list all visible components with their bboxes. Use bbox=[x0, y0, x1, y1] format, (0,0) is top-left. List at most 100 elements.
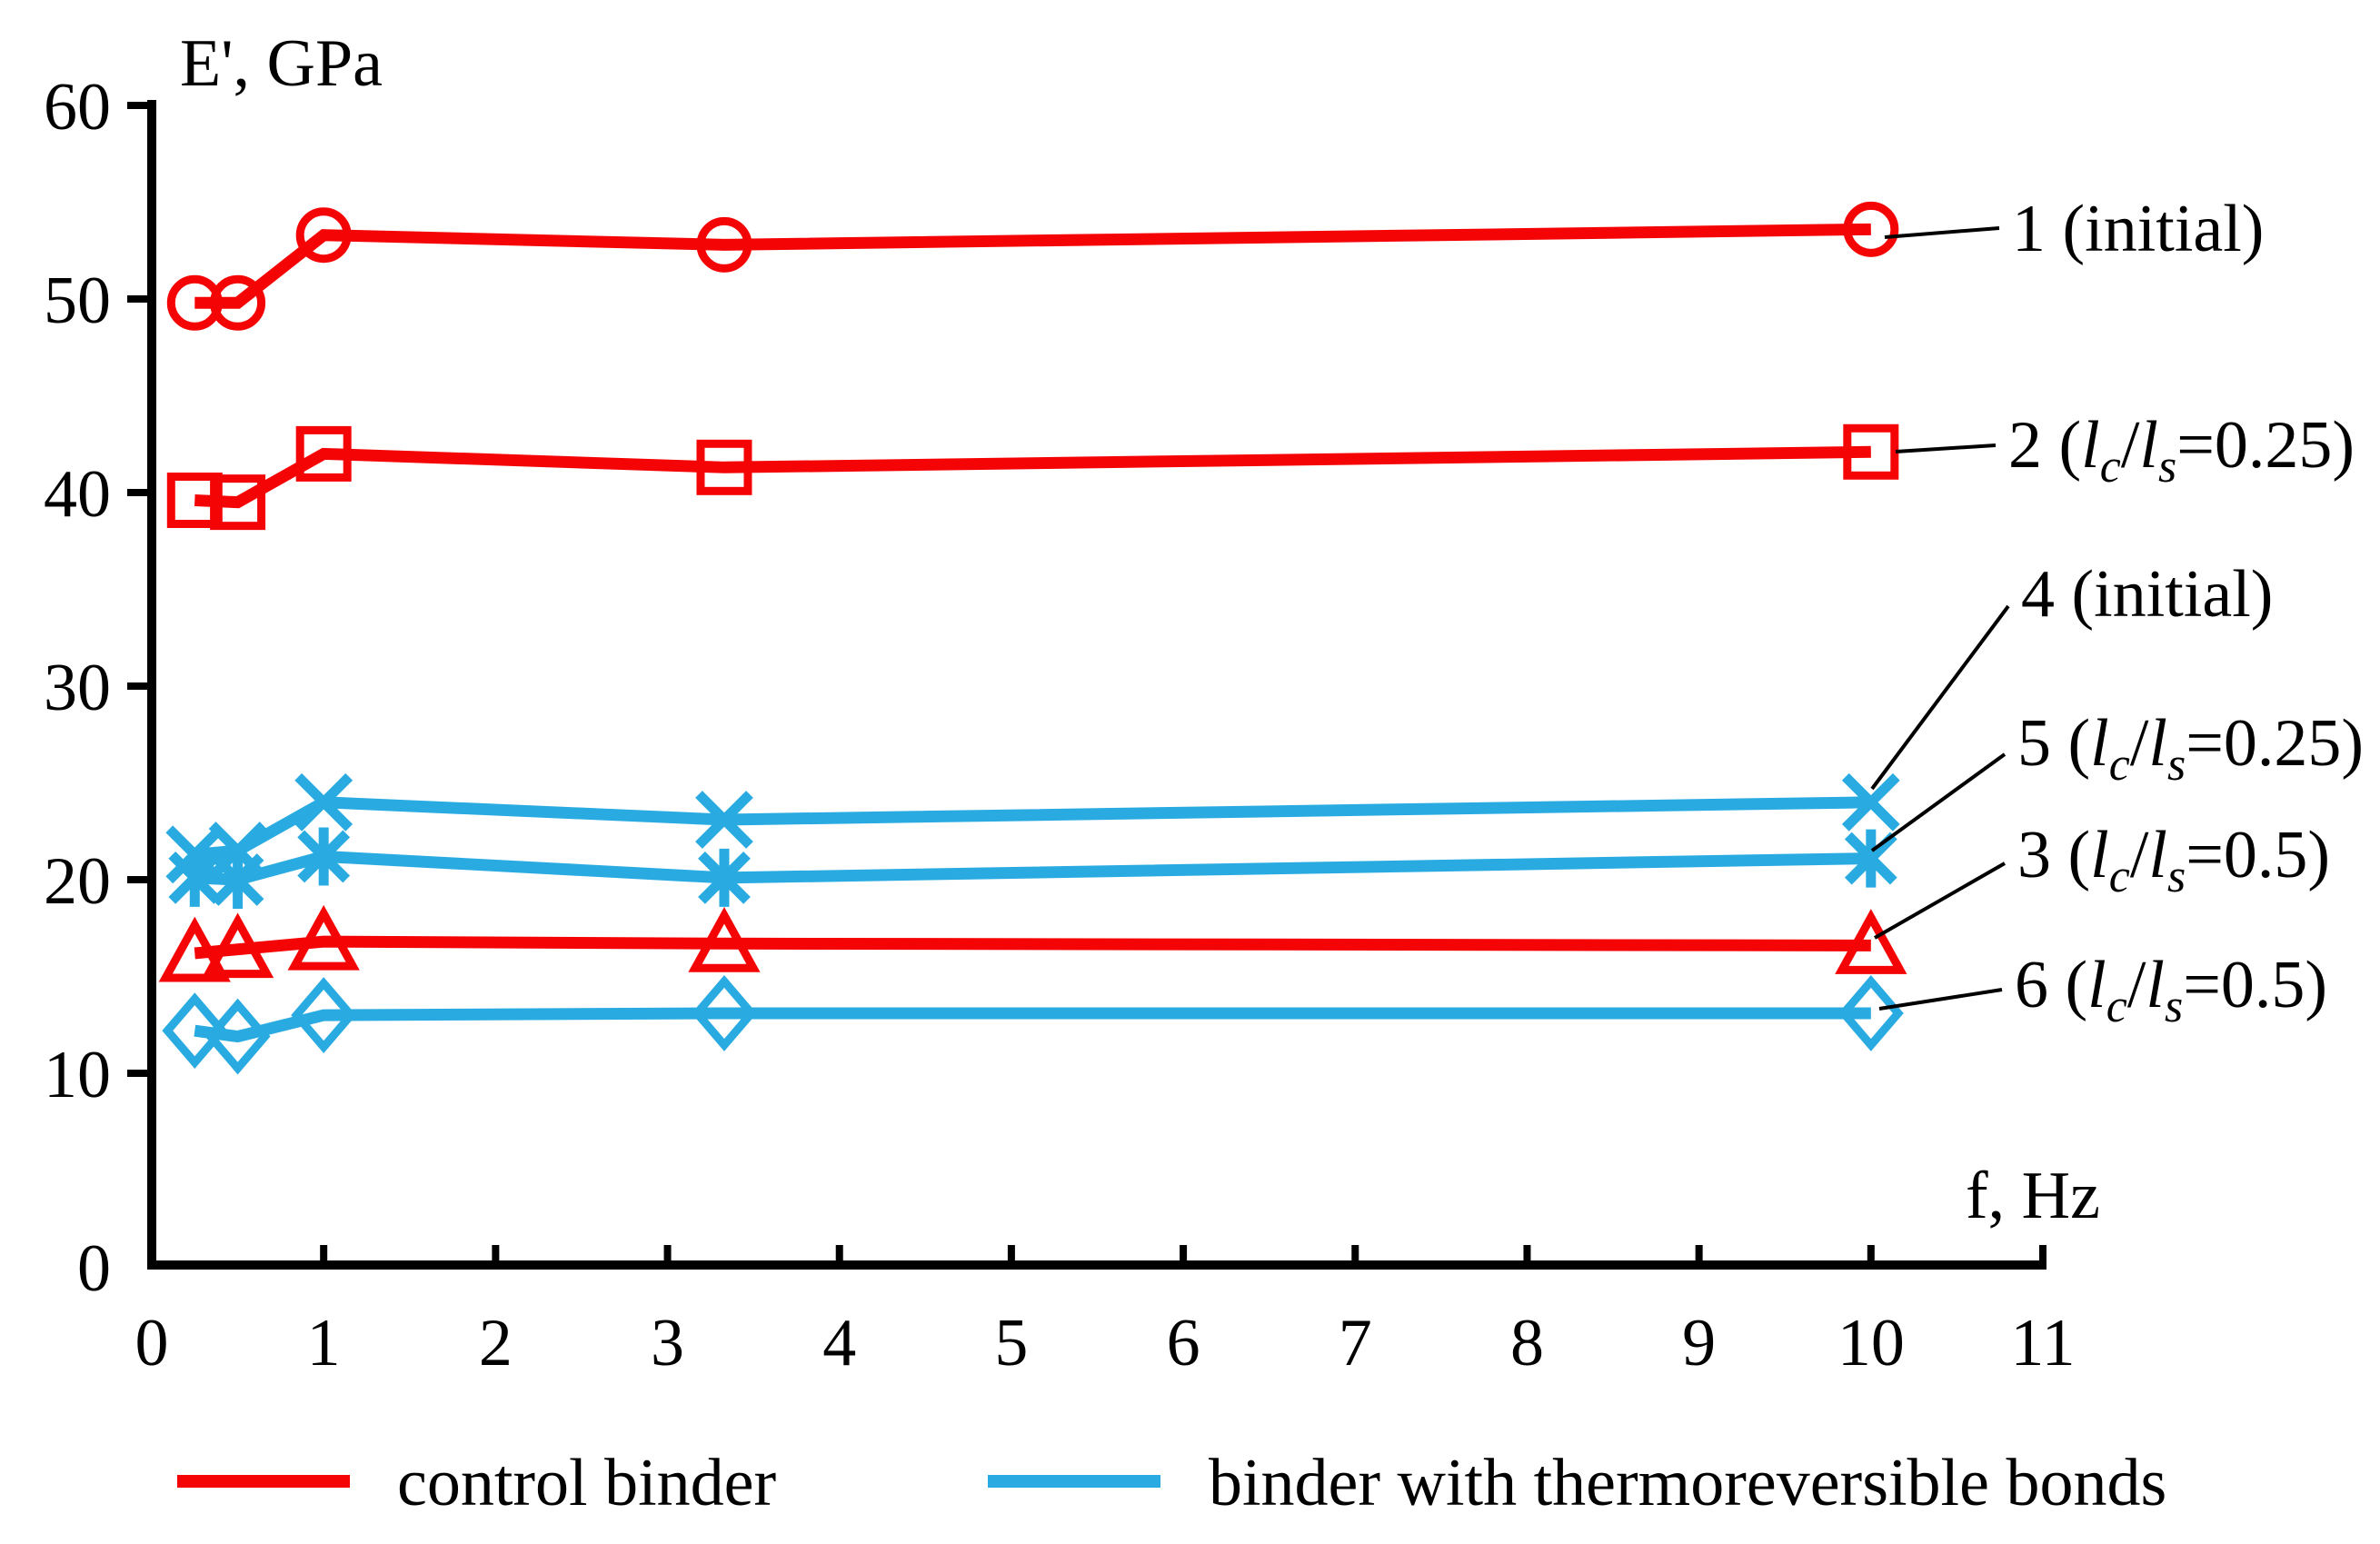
square-marker bbox=[295, 425, 352, 482]
x-tick-label: 2 bbox=[479, 1306, 513, 1380]
series-2-point bbox=[696, 439, 752, 495]
diamond-marker bbox=[1837, 975, 1904, 1051]
series-callouts: 1 (initial) 2 (lc/ls=0.25) 4 (initial) 5 (l… bbox=[1870, 192, 2364, 1032]
callout-leader-1 bbox=[1884, 226, 2000, 239]
series-3-point bbox=[287, 904, 360, 971]
series-1-point bbox=[166, 274, 223, 331]
diamond-marker bbox=[162, 992, 228, 1070]
callout-leader-6 bbox=[1878, 988, 2003, 1011]
series-3-point bbox=[688, 906, 761, 972]
diamond-marker bbox=[204, 998, 271, 1075]
callout-leader-3 bbox=[1874, 862, 2006, 940]
x-tick-label: 7 bbox=[1339, 1306, 1372, 1380]
series-3-point bbox=[158, 916, 231, 982]
series-line-4 bbox=[194, 796, 1871, 861]
data-series bbox=[158, 201, 1907, 1075]
x-tick-label: 5 bbox=[994, 1306, 1028, 1380]
series-2-point bbox=[295, 425, 352, 482]
square-marker bbox=[1843, 423, 1899, 480]
x-tick-label: 6 bbox=[1167, 1306, 1200, 1380]
y-tick-label: 10 bbox=[44, 1038, 111, 1112]
x-tick-label: 10 bbox=[1837, 1306, 1905, 1380]
callout-label-1: 1 (initial) bbox=[2012, 192, 2264, 266]
y-tick-label: 20 bbox=[44, 844, 111, 919]
x-marker bbox=[695, 791, 753, 849]
series-5-point bbox=[698, 848, 751, 907]
x-tick-label: 0 bbox=[135, 1306, 169, 1380]
callout-label-4: 4 (initial) bbox=[2021, 557, 2273, 632]
legend-label-control-binder: control binder bbox=[397, 1446, 776, 1520]
series-6-point bbox=[162, 992, 228, 1070]
axis-ticks bbox=[127, 102, 2046, 1267]
circle-marker bbox=[1843, 201, 1899, 257]
triangle-marker bbox=[1835, 909, 1907, 974]
series-1-point bbox=[210, 274, 266, 331]
y-tick-label: 30 bbox=[44, 651, 111, 725]
series-1-point bbox=[696, 216, 752, 273]
callout-label-3: 3 (lc/ls=0.5) bbox=[2017, 818, 2330, 902]
y-tick-label: 40 bbox=[44, 457, 111, 532]
series-line-5 bbox=[194, 850, 1871, 886]
series-5-point bbox=[211, 851, 264, 909]
series-2-point bbox=[166, 473, 223, 529]
legend: control binder binder with thermoreversi… bbox=[177, 1446, 2166, 1520]
diamond-marker bbox=[291, 977, 357, 1054]
series-2-point bbox=[1843, 423, 1899, 480]
series-1-point bbox=[295, 207, 352, 264]
x-marker bbox=[294, 772, 354, 832]
circle-marker bbox=[210, 274, 266, 331]
series-4-point bbox=[1841, 772, 1900, 832]
x-tick-label: 11 bbox=[2010, 1306, 2075, 1380]
series-3-point bbox=[1835, 909, 1907, 974]
series-6-point bbox=[204, 998, 271, 1075]
y-tick-label: 50 bbox=[44, 264, 111, 338]
callout-label-2: 2 (lc/ls=0.25) bbox=[2008, 408, 2355, 493]
diamond-marker bbox=[692, 975, 757, 1051]
y-tick-label: 60 bbox=[44, 70, 111, 144]
x-axis-title: f, Hz bbox=[1966, 1159, 2100, 1233]
triangle-marker bbox=[688, 906, 761, 972]
series-6-point bbox=[1837, 975, 1904, 1051]
square-marker bbox=[696, 439, 752, 495]
square-marker bbox=[166, 473, 223, 529]
callout-leader-5 bbox=[1870, 752, 2007, 852]
y-axis-title: E', GPa bbox=[180, 26, 383, 101]
x-marker bbox=[1841, 772, 1900, 832]
series-3-point bbox=[201, 912, 274, 979]
series-4-point bbox=[294, 772, 354, 832]
callout-leader-2 bbox=[1895, 443, 1997, 453]
callout-leader-4 bbox=[1870, 604, 2010, 791]
triangle-marker bbox=[158, 916, 231, 982]
square-marker bbox=[210, 474, 266, 531]
callout-label-6: 6 (lc/ls=0.5) bbox=[2015, 948, 2327, 1032]
legend-label-thermoreversible-binder: binder with thermoreversible bonds bbox=[1209, 1446, 2166, 1520]
series-4-point bbox=[695, 791, 753, 849]
x-tick-label: 3 bbox=[651, 1306, 684, 1380]
series-5-point bbox=[1844, 829, 1897, 888]
series-line-3 bbox=[194, 935, 1871, 960]
x-tick-label: 9 bbox=[1682, 1306, 1716, 1380]
x-tick-label: 8 bbox=[1510, 1306, 1544, 1380]
series-6-point bbox=[291, 977, 357, 1054]
axis-tick-labels: 0 10 20 30 40 50 60 0 1 2 3 4 5 6 7 8 9 10 11 bbox=[44, 70, 2076, 1380]
series-line-6 bbox=[194, 1007, 1871, 1043]
triangle-marker bbox=[201, 912, 274, 979]
callout-label-5: 5 (lc/ls=0.25) bbox=[2017, 706, 2364, 791]
axes bbox=[147, 100, 2046, 1270]
x-tick-label: 4 bbox=[822, 1306, 856, 1380]
x-tick-label: 1 bbox=[307, 1306, 341, 1380]
series-5-point bbox=[168, 848, 222, 907]
y-tick-label: 0 bbox=[77, 1231, 111, 1306]
circle-marker bbox=[166, 274, 223, 331]
series-5-point bbox=[297, 827, 351, 886]
circle-marker bbox=[295, 207, 352, 264]
series-1-point bbox=[1843, 201, 1899, 257]
series-line-2 bbox=[194, 445, 1871, 509]
circle-marker bbox=[696, 216, 752, 273]
series-line-1 bbox=[194, 223, 1871, 309]
series-2-point bbox=[210, 474, 266, 531]
triangle-marker bbox=[287, 904, 360, 971]
series-6-point bbox=[692, 975, 757, 1051]
